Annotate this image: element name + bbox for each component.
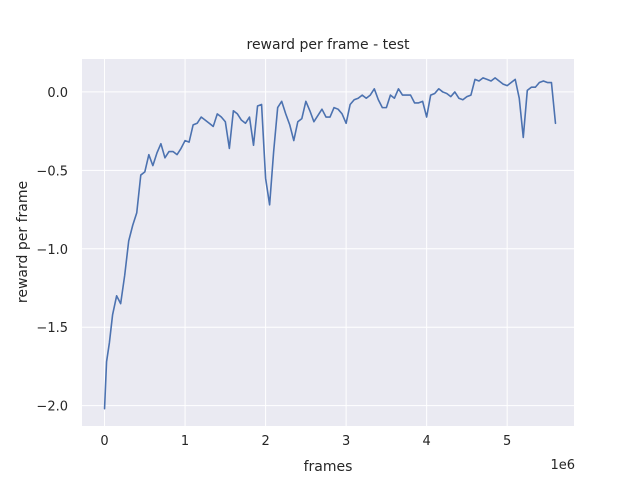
- x-offset-label: 1e6: [550, 458, 575, 473]
- y-tick-labels: −2.0 −1.5 −1.0 −0.5 0.0: [36, 86, 68, 415]
- grid-lines: [82, 59, 574, 426]
- x-tick-label: 0: [100, 434, 108, 449]
- x-tick-label: 5: [503, 434, 511, 449]
- x-tick-label: 2: [261, 434, 269, 449]
- x-tick-label: 1: [181, 434, 189, 449]
- series-line: [103, 77, 557, 410]
- x-tick-label: 3: [342, 434, 350, 449]
- y-tick-label: −1.5: [36, 321, 68, 336]
- y-tick-label: 0.0: [47, 86, 68, 101]
- y-tick-label: −2.0: [36, 400, 68, 415]
- x-tick-labels: 0 1 2 3 4 5: [100, 434, 511, 449]
- x-tick-label: 4: [423, 434, 431, 449]
- y-tick-label: −1.0: [36, 243, 68, 258]
- series-layer: [103, 77, 557, 410]
- x-axis-label: frames: [304, 459, 353, 475]
- chart-title: reward per frame - test: [247, 37, 411, 53]
- y-axis-label: reward per frame: [15, 181, 31, 303]
- plot-background: [82, 59, 574, 426]
- y-tick-label: −0.5: [36, 164, 68, 179]
